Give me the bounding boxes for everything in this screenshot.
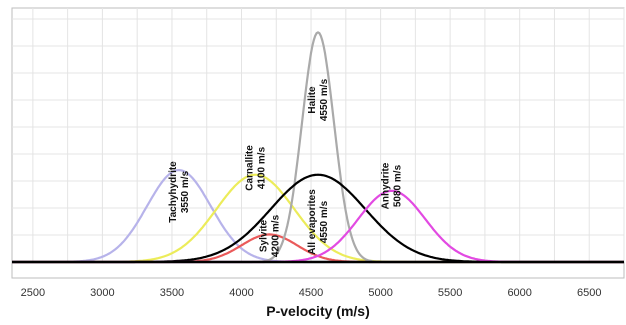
curve-label-name: Tachyhydrite — [168, 161, 179, 223]
plot-area — [11, 7, 625, 279]
curve-label-all-evaporites: All evaporites 4550 m/s — [307, 189, 330, 255]
curve-label-anhydrite: Anhydrite 5080 m/s — [381, 162, 404, 209]
x-tick-label: 6500 — [577, 287, 601, 299]
curve-label-velocity: 3550 m/s — [180, 170, 191, 213]
x-tick-label: 2500 — [21, 287, 45, 299]
curve-label-name: Halite — [307, 86, 318, 114]
x-tick-label: 4000 — [229, 287, 253, 299]
curve-label-name: Sylvite — [258, 219, 269, 252]
curve-label-name: Carnallite — [244, 145, 255, 191]
curve-label-name: All evaporites — [307, 189, 318, 255]
curve-labels: Tachyhydrite 3550 m/s Carnallite 4100 m/s Sy… — [168, 78, 404, 257]
x-tick-label: 6000 — [507, 287, 531, 299]
x-tick-label: 4500 — [299, 287, 323, 299]
x-tick-label: 3000 — [90, 287, 114, 299]
curve-label-name: Anhydrite — [381, 162, 392, 209]
curve-label-carnallite: Carnallite 4100 m/s — [244, 145, 267, 191]
curve-label-velocity: 4200 m/s — [270, 214, 281, 257]
curve-label-sylvite: Sylvite 4200 m/s — [258, 214, 281, 257]
curve-label-tachyhydrite: Tachyhydrite 3550 m/s — [168, 161, 191, 223]
x-tick-label: 5000 — [368, 287, 392, 299]
x-tick-label: 5500 — [438, 287, 462, 299]
x-tick-labels: 2500 3000 3500 4000 4500 5000 5500 6000 6500 — [21, 287, 602, 299]
curve-label-velocity: 4550 m/s — [319, 200, 330, 243]
x-axis-title: P-velocity (m/s) — [266, 303, 369, 319]
curve-label-velocity: 5080 m/s — [393, 164, 404, 207]
curve-label-halite: Halite 4550 m/s — [307, 78, 330, 121]
x-tick-label: 3500 — [160, 287, 184, 299]
curve-label-velocity: 4550 m/s — [319, 78, 330, 121]
curve-label-velocity: 4100 m/s — [256, 146, 267, 189]
